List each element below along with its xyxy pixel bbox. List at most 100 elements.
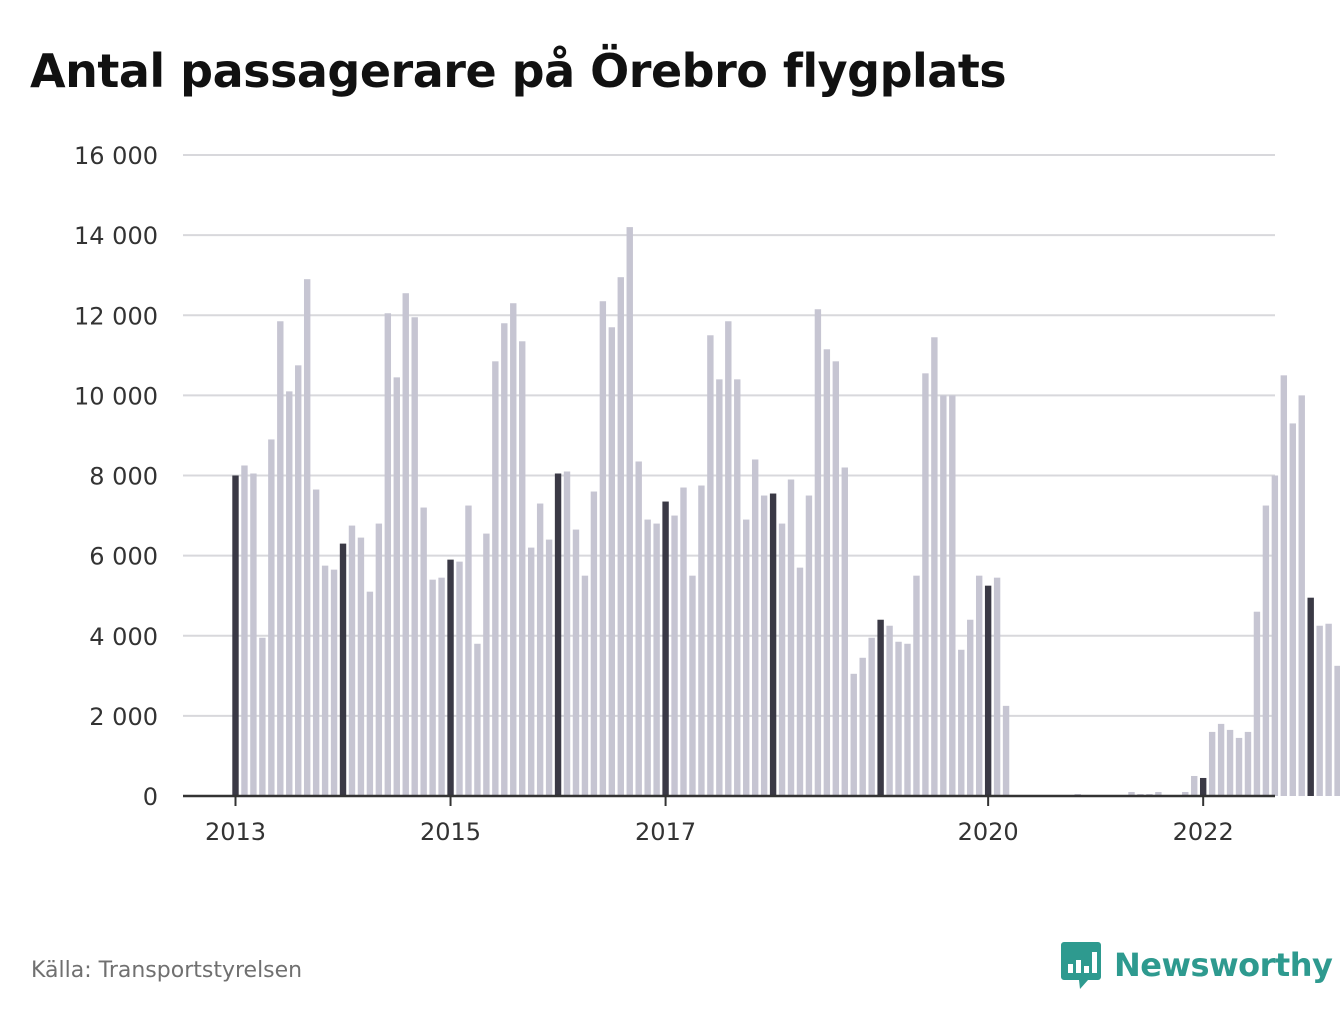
bar (1191, 775, 1198, 796)
bar (895, 641, 902, 796)
bar (438, 577, 445, 796)
bar (375, 523, 383, 796)
bar (689, 575, 696, 796)
bar (1316, 625, 1323, 796)
bar (886, 625, 893, 796)
bar (545, 539, 553, 796)
bar (734, 379, 741, 796)
bar (1235, 737, 1243, 796)
bar (1217, 723, 1225, 796)
bar (949, 395, 956, 797)
bar (850, 673, 857, 796)
source-credit: Källa: Transportstyrelsen (31, 958, 303, 983)
bar (447, 559, 454, 796)
bar (1253, 611, 1261, 796)
bar (993, 577, 1001, 796)
bar (635, 461, 642, 796)
bar (814, 309, 822, 796)
bar (707, 335, 714, 796)
bar (465, 505, 472, 796)
bar (680, 487, 687, 796)
bar (429, 579, 436, 796)
bar (527, 547, 535, 796)
x-tick-label: 2017 (635, 818, 696, 846)
bar-chart: 0 2 000 4 000 6 000 8 000 10 000 12 000 14 000 1… (74, 142, 1340, 846)
chart-title: Antal passagerare på Örebro flygplats (30, 44, 1007, 98)
bar (922, 373, 929, 796)
bar (967, 619, 974, 796)
bar (348, 525, 356, 796)
bar (751, 459, 759, 796)
bar (330, 569, 338, 796)
bar (904, 643, 911, 796)
bar (1155, 791, 1162, 796)
x-tick-label: 2015 (420, 818, 481, 846)
y-tick-label: 16 000 (74, 142, 158, 170)
y-tick-label: 14 000 (74, 222, 158, 250)
bar (743, 519, 750, 796)
bar (581, 575, 589, 796)
bar (474, 643, 481, 796)
bar (483, 533, 490, 796)
bar (1325, 623, 1332, 796)
bar (286, 391, 293, 796)
bar (877, 619, 884, 796)
bar (787, 479, 795, 796)
bar (608, 327, 616, 796)
bar (241, 465, 248, 796)
bar (940, 395, 947, 797)
bar (671, 515, 678, 796)
bar (232, 475, 239, 796)
bar (662, 501, 669, 796)
y-tick-label: 6 000 (89, 543, 158, 571)
bar (599, 301, 607, 796)
bar (393, 377, 400, 796)
bar (519, 341, 526, 796)
bar (259, 637, 266, 796)
bar (456, 561, 463, 796)
bar (975, 575, 983, 796)
bar (1002, 705, 1010, 796)
bar (303, 279, 311, 796)
bar (1244, 731, 1252, 796)
brand-name: Newsworthy (1114, 946, 1333, 984)
bar (760, 495, 768, 796)
bar (1289, 423, 1296, 796)
y-tick-label: 4 000 (89, 623, 158, 651)
bar (295, 365, 302, 796)
axes: 201320152017202020222024 (183, 794, 1275, 846)
bar (321, 565, 329, 796)
bar (590, 491, 598, 796)
bar (796, 567, 804, 796)
bar (984, 585, 992, 796)
bar (1307, 597, 1314, 796)
bar (644, 519, 651, 796)
bar (510, 303, 517, 796)
bar (1262, 505, 1270, 796)
x-tick-label: 2020 (958, 818, 1019, 846)
y-tick-label: 2 000 (89, 703, 158, 731)
bar (716, 379, 723, 796)
bar (366, 591, 374, 796)
bar (339, 543, 347, 796)
bar (778, 523, 786, 796)
bar (250, 473, 257, 796)
bar (1271, 475, 1279, 796)
newsworthy-chart-bubble-icon (1061, 942, 1101, 989)
bar (832, 361, 840, 796)
y-tick-label: 8 000 (89, 463, 158, 491)
bar (277, 321, 284, 796)
bar (617, 277, 624, 796)
bar (931, 337, 938, 796)
bar (769, 493, 777, 796)
y-tick-label: 0 (143, 783, 158, 811)
bar (1226, 729, 1234, 796)
bar (1334, 665, 1340, 796)
bar (1208, 731, 1216, 796)
bar (725, 321, 732, 796)
bar (626, 227, 633, 797)
brand-logo[interactable]: Newsworthy (1060, 940, 1333, 990)
x-tick-label: 2022 (1173, 818, 1234, 846)
bar (859, 657, 866, 796)
bar (357, 537, 365, 796)
